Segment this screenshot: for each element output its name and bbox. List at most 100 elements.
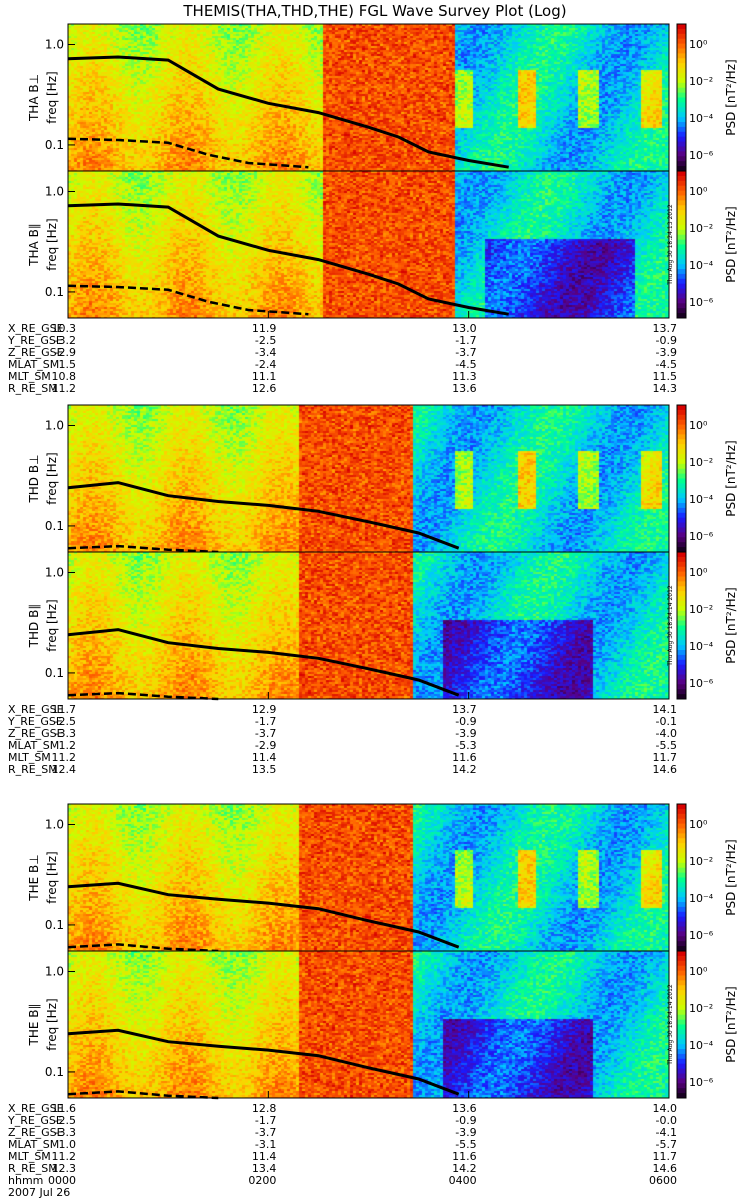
colorbar-segment	[677, 405, 686, 411]
colorbar-segment	[677, 82, 686, 89]
position-value: 11.6	[452, 751, 477, 764]
colorbar-segment	[677, 439, 686, 445]
position-row-label: MLAT_SM	[8, 358, 59, 371]
spectrogram-image	[68, 552, 669, 699]
colorbar-segment	[677, 527, 686, 533]
position-value: -2.9	[255, 739, 276, 752]
colorbar-segment	[677, 190, 686, 196]
colorbar-segment	[677, 483, 686, 489]
colorbar-segment	[677, 269, 686, 275]
position-value: -1.7	[255, 1114, 276, 1127]
colorbar-segment	[677, 596, 686, 602]
spectrogram-panel: 0.1 1.0 THE B⊥ freq [Hz] 10⁰ 10⁻² 10⁻⁴ 10⁻⁶ PSD …	[27, 803, 738, 953]
colorbar-segment	[677, 414, 686, 421]
colorbar-segment	[677, 503, 686, 509]
position-row-label: MLT_SM	[8, 1150, 51, 1163]
position-value: -3.1	[255, 1138, 276, 1151]
spectrogram-image	[68, 951, 669, 1098]
colorbar-segment	[677, 1044, 686, 1050]
colorbar-segment	[677, 1049, 686, 1055]
colorbar-tick-label: 10⁻⁴	[689, 892, 714, 905]
position-value: 11.4	[252, 751, 277, 764]
ytick-label: 1.0	[45, 184, 64, 198]
colorbar-segment	[677, 259, 686, 265]
colorbar-segment	[677, 566, 686, 573]
colorbar-tick-label: 10⁻²	[689, 1002, 713, 1015]
colorbar-segment	[677, 1068, 686, 1074]
colorbar-segment	[677, 955, 686, 962]
colorbar-segment	[677, 220, 686, 226]
colorbar-label: PSD [nT²/Hz]	[724, 59, 738, 135]
position-value: 14.6	[653, 763, 678, 776]
panel-label: THE B∥	[27, 1004, 41, 1047]
colorbar-segment	[677, 985, 686, 991]
position-value: 1.5	[59, 358, 77, 371]
position-value: 11.7	[653, 1150, 678, 1163]
panel-label: THD B∥	[27, 604, 41, 649]
colorbar-segment	[677, 87, 686, 94]
colorbar-tick-label: 10⁻⁴	[689, 1039, 714, 1052]
colorbar-segment	[677, 517, 686, 524]
position-row-label: Z_RE_GSE	[8, 727, 64, 740]
colorbar-segment	[677, 239, 686, 245]
colorbar-segment	[677, 273, 686, 280]
time-axis-label: hhmm	[8, 1174, 43, 1187]
overlay-line-1	[67, 481, 460, 550]
position-row-label: MLT_SM	[8, 370, 51, 383]
colorbar-segment	[677, 537, 686, 543]
colorbar-segment	[677, 112, 686, 118]
position-row-label: X_RE_GSE	[8, 322, 64, 335]
overlay-line-1	[67, 1028, 460, 1096]
colorbar-segment	[677, 615, 686, 622]
position-value: -5.3	[455, 739, 476, 752]
colorbar-segment	[677, 995, 686, 1001]
colorbar-tick-label: 10⁰	[689, 185, 708, 198]
spectrogram-panel: 0.1 1.0 THA B⊥ freq [Hz] 10⁰ 10⁻² 10⁻⁴ 10⁻⁶ PSD …	[27, 23, 738, 172]
colorbar-tick-label: 10⁻⁴	[689, 493, 714, 506]
colorbar-segment	[677, 468, 686, 475]
colorbar-segment	[677, 679, 686, 685]
colorbar-frame	[676, 170, 687, 319]
position-value: 11.7	[52, 703, 77, 716]
colorbar-segment	[677, 970, 686, 976]
colorbar-segment	[677, 92, 686, 98]
colorbar-segment	[677, 151, 686, 157]
colorbar-segment	[677, 635, 686, 641]
position-value: -5.5	[656, 739, 677, 752]
overlay-line-2	[67, 544, 219, 554]
colorbar-segment	[677, 867, 686, 874]
colorbar-segment	[677, 664, 686, 671]
colorbar-segment	[677, 424, 686, 430]
probe-group-thd: 0.1 1.0 THD B⊥ freq [Hz] 10⁰ 10⁻² 10⁻⁴ 10⁻⁶ PSD …	[7, 404, 738, 776]
colorbar-label: PSD [nT²/Hz]	[724, 587, 738, 663]
colorbar-frame	[676, 950, 687, 1099]
colorbar-segment	[677, 444, 686, 450]
colorbar-segment	[677, 1073, 686, 1079]
panel-label: THA B∥	[27, 223, 41, 267]
colorbar-segment	[677, 684, 686, 690]
colorbar-segment	[677, 838, 686, 844]
position-row-label: MLT_SM	[8, 751, 51, 764]
position-row-label: Z_RE_GSE	[8, 346, 64, 359]
overlay-line-1	[67, 881, 460, 949]
colorbar-segment	[677, 823, 686, 829]
colorbar: 10⁰ 10⁻² 10⁻⁴ 10⁻⁶ PSD [nT²/Hz]	[676, 950, 738, 1099]
colorbar-segment	[677, 902, 686, 908]
colorbar-segment	[677, 107, 686, 113]
ylabel: freq [Hz]	[45, 599, 59, 651]
position-value: -3.9	[455, 1126, 476, 1139]
colorbar-tick-label: 10⁰	[689, 965, 708, 978]
spectrogram-panel: 0.1 1.0 THD B∥ freq [Hz] 10⁰ 10⁻² 10⁻⁴ 10⁻⁶ PSD …	[27, 551, 738, 701]
colorbar-segment	[677, 264, 686, 270]
position-value: -3.9	[656, 346, 677, 359]
colorbar-segment	[677, 1039, 686, 1045]
colorbar-segment	[677, 620, 686, 626]
position-value: -3.3	[55, 727, 76, 740]
colorbar-segment	[677, 1058, 686, 1065]
position-value: -4.5	[455, 358, 476, 371]
position-value: 11.2	[52, 751, 77, 764]
overlay-line-1	[67, 202, 509, 316]
ylabel: freq [Hz]	[45, 218, 59, 270]
position-value: -2.9	[55, 346, 76, 359]
